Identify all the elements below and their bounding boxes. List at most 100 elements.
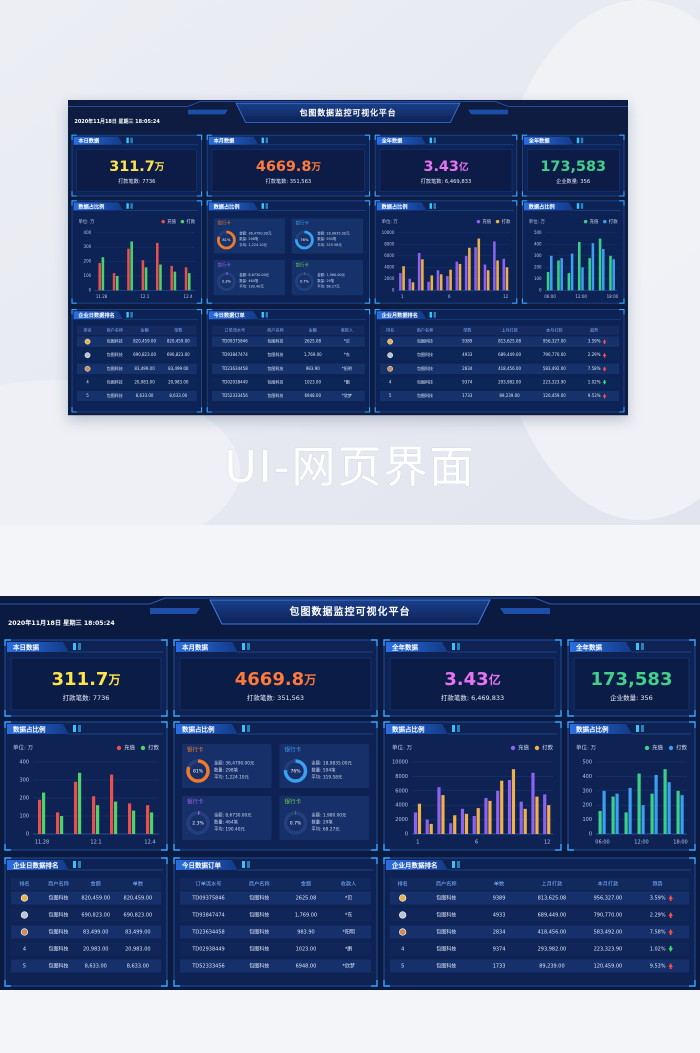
panel-title: 数据占比例 [382, 202, 408, 210]
bar [188, 273, 191, 291]
table-header: 商户名称 [417, 326, 434, 332]
table-row-bg [390, 891, 689, 905]
table-cell: 813,625.08 [498, 339, 521, 344]
x-tick-label: 06:00 [544, 294, 556, 299]
card-line: 金额: 8,6730.00元 [214, 812, 252, 819]
donut-label: 81% [222, 238, 231, 242]
bar [460, 808, 465, 834]
bar [74, 781, 78, 834]
panel-corner [173, 639, 378, 717]
donut-arc [295, 230, 314, 250]
panel-corner [71, 309, 203, 413]
legend-swatch [140, 745, 146, 751]
panel-accent [261, 312, 264, 318]
table-cell: *鹏 [345, 946, 353, 953]
legend-swatch [476, 219, 481, 224]
table-cell: 120,459.00 [543, 393, 566, 398]
kpi-value: 4669.8万 [235, 669, 316, 690]
table-row-bg [76, 390, 197, 402]
card-title: 银行卡 [187, 746, 204, 754]
table-header: 本月打款 [546, 326, 563, 332]
bar [402, 266, 405, 291]
dashboard: 包图数据监控可视化平台 2020年11月18日 星期三 18:05:24 本日数据 3… [0, 596, 700, 990]
rank-medal [387, 338, 394, 345]
panel-corner [567, 721, 696, 851]
bar [588, 258, 591, 291]
x-tick-label: 11.28 [96, 294, 108, 299]
y-tick-label: 8000 [395, 774, 408, 780]
table-header: 单数 [133, 880, 144, 888]
panel-accent [130, 312, 133, 318]
table-cell: 包图科技 [107, 338, 123, 344]
table-cell: 1,769.00 [295, 913, 317, 919]
panel-accent [429, 312, 432, 318]
table-cell: 包图科技 [249, 946, 269, 953]
y-tick-label: 300 [19, 778, 29, 784]
donut-arc [283, 811, 308, 835]
table-cell: 293,982.00 [538, 947, 567, 953]
table-cell: 690,823.00 [167, 352, 190, 357]
y-tick-label: 0 [539, 287, 542, 292]
panel-accent [429, 203, 432, 209]
table-header: 单数 [463, 326, 472, 332]
unit-label: 单位: 万 [382, 218, 399, 225]
table-cell: 20,983.00 [168, 379, 189, 384]
header-wing [188, 109, 508, 115]
table-row-bg [380, 350, 620, 361]
table-cell: 6948.00 [296, 964, 317, 970]
table-cell: 223,323.90 [594, 947, 623, 953]
panel-tab [376, 202, 427, 211]
kpi-number: 3.43 [444, 669, 488, 690]
table-header: 金额 [301, 880, 312, 888]
bar [598, 810, 602, 834]
y-tick-label: 500 [582, 760, 592, 766]
table-cell: 包图科技 [417, 365, 433, 371]
card-line: 金额: 18,9835.00元 [317, 231, 350, 236]
x-tick-label: 12 [544, 840, 550, 846]
table-cell: 1733 [493, 964, 506, 970]
table-cell: 包图科技 [249, 895, 269, 902]
rank-medal [387, 365, 394, 372]
bar [399, 273, 402, 291]
donut-arc [217, 272, 236, 292]
bar [602, 790, 606, 834]
kpi-inner [10, 657, 162, 711]
table-header: 单数 [174, 326, 183, 332]
table-cell: 包图科技 [107, 378, 123, 384]
table-cell: 包图科技 [48, 912, 68, 919]
kpi-value: 311.7万 [52, 669, 121, 690]
table-cell: 1733 [462, 393, 473, 398]
legend-label: 充值 [590, 218, 599, 225]
panel-accent [265, 203, 268, 209]
table-row-bg [390, 925, 689, 939]
bar [150, 812, 154, 834]
bar [680, 795, 684, 834]
table-cell: 120,459.00 [594, 964, 623, 970]
bar [116, 276, 119, 291]
card-line: 金额: 36,4790.00元 [239, 231, 272, 236]
kpi-inner [211, 149, 366, 192]
table-cell: *鹏 [344, 378, 350, 384]
card-line: 数量: 594笔 [312, 767, 337, 774]
panel-tab [208, 311, 259, 320]
table-cell: 983.90 [306, 366, 320, 371]
trend-arrow [668, 963, 673, 969]
x-tick-label: 12:00 [634, 840, 648, 846]
table-cell: 包图科技 [107, 351, 123, 357]
bar [449, 823, 453, 834]
donut-arc [283, 759, 308, 783]
panel-corner [521, 134, 625, 197]
bar [507, 780, 512, 834]
panel-tab [7, 724, 69, 734]
table-cell: 690,823.00 [133, 352, 156, 357]
unit-label: 单位: 万 [576, 744, 597, 752]
bar [430, 275, 434, 291]
bar [98, 263, 101, 291]
table-row-bg [11, 925, 161, 939]
legend-label: 充值 [124, 744, 136, 752]
y-tick-label: 200 [19, 796, 29, 802]
card-title: 银行卡 [285, 798, 302, 806]
bar [484, 798, 488, 834]
table-cell: 83,499.00 [134, 366, 155, 371]
x-tick-label: 12.1 [140, 294, 149, 299]
